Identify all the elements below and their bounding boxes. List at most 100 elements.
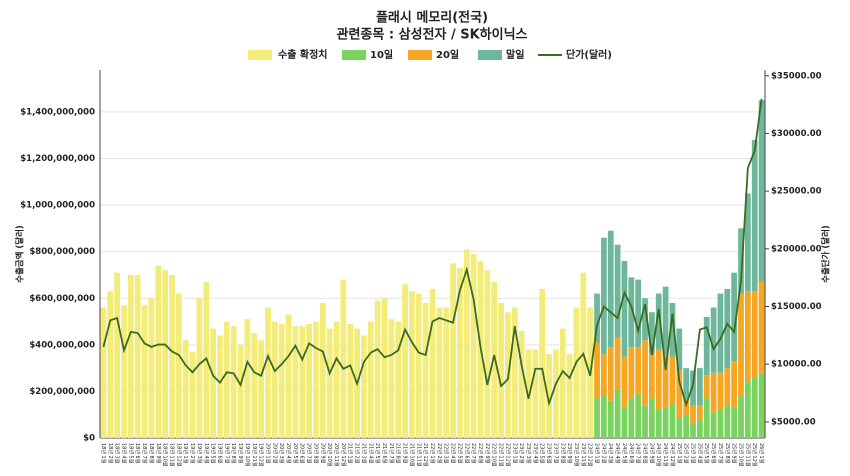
bar bbox=[559, 328, 566, 438]
bar bbox=[607, 347, 614, 401]
bar bbox=[744, 382, 751, 438]
bar bbox=[415, 293, 422, 438]
bar bbox=[175, 293, 182, 438]
bar bbox=[662, 354, 669, 408]
y-axis-label: 수출금액 (달러) bbox=[15, 225, 26, 283]
x-tick-label: 20년 3월 bbox=[278, 443, 285, 464]
x-tick-label: 21년 6월 bbox=[381, 443, 388, 464]
y2-axis-label: 수출단가 (달러) bbox=[821, 225, 832, 283]
bar bbox=[271, 321, 278, 438]
x-tick-label: 25년 3월 bbox=[690, 443, 697, 464]
y2-tick-label: $30000.00 bbox=[771, 129, 822, 139]
bar bbox=[594, 293, 600, 343]
bar bbox=[511, 307, 518, 438]
bar bbox=[676, 370, 683, 418]
bar bbox=[278, 323, 285, 438]
x-tick-label: 23년 8월 bbox=[559, 443, 566, 464]
y-tick-label: $200,000,000 bbox=[29, 387, 95, 397]
y-tick-label: $400,000,000 bbox=[29, 340, 95, 350]
bar bbox=[134, 274, 141, 438]
bar bbox=[738, 293, 744, 397]
bar bbox=[655, 349, 662, 411]
bar bbox=[594, 398, 600, 438]
y2-tick-label: $25000.00 bbox=[771, 187, 822, 197]
bar bbox=[724, 288, 731, 369]
bar bbox=[758, 281, 765, 373]
x-tick-label: 25년 4월 bbox=[696, 443, 703, 464]
legend-label: 수출 확정치 bbox=[278, 48, 327, 61]
x-tick-label: 24년 3월 bbox=[607, 443, 614, 464]
x-tick-label: 21년 4월 bbox=[367, 443, 374, 464]
x-tick-label: 22년 2월 bbox=[436, 443, 443, 464]
bar bbox=[518, 330, 525, 438]
y-tick-label: $1,200,000,000 bbox=[20, 154, 95, 164]
bar bbox=[573, 307, 580, 438]
bar bbox=[642, 298, 648, 341]
x-tick-label: 21년 7월 bbox=[388, 443, 395, 464]
bar bbox=[498, 302, 504, 438]
bar bbox=[669, 302, 676, 357]
bar bbox=[347, 323, 354, 438]
bar bbox=[717, 372, 724, 411]
x-tick-label: 21년 12월 bbox=[422, 443, 429, 467]
x-tick-label: 24년 2월 bbox=[600, 443, 607, 464]
x-tick-label: 24년 9월 bbox=[648, 443, 655, 464]
legend-swatch bbox=[248, 50, 272, 60]
x-tick-label: 25년 8월 bbox=[724, 443, 731, 464]
bar bbox=[717, 410, 724, 438]
y2-tick-label: $10000.00 bbox=[771, 360, 822, 370]
x-tick-label: 23년 9월 bbox=[566, 443, 573, 464]
x-tick-label: 19년 9월 bbox=[237, 443, 244, 464]
x-tick-label: 21년 1월 bbox=[347, 443, 354, 464]
bar bbox=[182, 340, 189, 438]
legend-label: 단가(달러) bbox=[566, 48, 612, 61]
bar bbox=[731, 272, 738, 362]
y-tick-label: $1,400,000,000 bbox=[20, 107, 95, 117]
bar bbox=[299, 326, 306, 438]
x-tick-label: 19년 8월 bbox=[230, 443, 237, 464]
legend-swatch bbox=[342, 50, 366, 60]
bar bbox=[614, 244, 621, 338]
bar bbox=[696, 405, 703, 420]
x-tick-label: 22년 10월 bbox=[491, 443, 498, 467]
x-tick-label: 25년 11월 bbox=[744, 443, 751, 467]
legend-swatch bbox=[478, 50, 502, 60]
bar bbox=[162, 270, 169, 438]
x-tick-label: 22년 4월 bbox=[450, 443, 457, 464]
bar bbox=[662, 407, 669, 438]
bar bbox=[237, 344, 244, 438]
bar bbox=[628, 347, 635, 399]
bar bbox=[635, 393, 642, 438]
bar bbox=[676, 328, 683, 371]
bar bbox=[546, 354, 552, 438]
bar bbox=[484, 270, 491, 438]
bar bbox=[710, 412, 717, 438]
bar bbox=[683, 368, 690, 399]
bar bbox=[731, 361, 738, 408]
y2-tick-label: $5000.00 bbox=[771, 417, 816, 427]
bar bbox=[655, 410, 662, 438]
bar bbox=[690, 370, 696, 406]
x-tick-label: 22년 9월 bbox=[484, 443, 491, 464]
bar bbox=[601, 396, 607, 438]
y-tick-label: $1,000,000,000 bbox=[20, 201, 95, 211]
bar bbox=[217, 335, 223, 438]
bar bbox=[696, 368, 703, 406]
x-tick-label: 23년 5월 bbox=[539, 443, 546, 464]
x-tick-label: 18년 3월 bbox=[114, 443, 121, 464]
y-tick-label: $0 bbox=[83, 434, 95, 444]
y2-tick-label: $35000.00 bbox=[771, 71, 822, 81]
y-tick-label: $800,000,000 bbox=[29, 247, 95, 257]
x-tick-label: 25년 5월 bbox=[703, 443, 710, 464]
x-tick-label: 19년 12월 bbox=[258, 443, 265, 467]
bar bbox=[326, 328, 333, 438]
x-tick-label: 25년 9월 bbox=[731, 443, 738, 464]
x-tick-label: 24년 12월 bbox=[669, 443, 676, 467]
bar bbox=[703, 398, 710, 438]
bar bbox=[731, 407, 738, 438]
bar bbox=[450, 263, 456, 438]
bar bbox=[710, 372, 717, 413]
x-tick-label: 22년 6월 bbox=[463, 443, 470, 464]
x-tick-label: 25년 12월 bbox=[751, 443, 758, 467]
y2-tick-label: $15000.00 bbox=[771, 302, 822, 312]
